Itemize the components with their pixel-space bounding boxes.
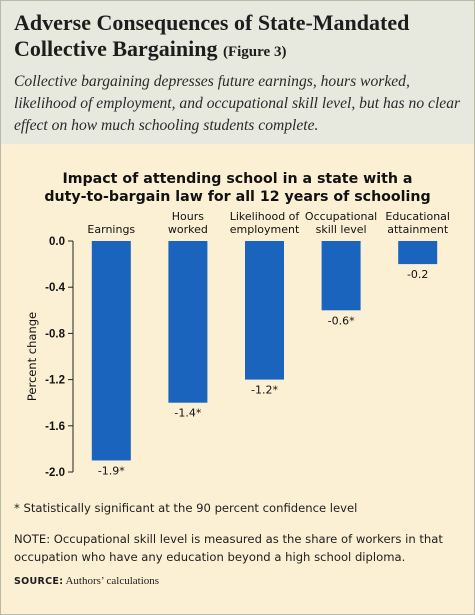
y-tick-label: -1.6 (45, 421, 65, 433)
bar (398, 241, 438, 265)
note-text: NOTE: Occupational skill level is measur… (14, 532, 443, 564)
source-label: SOURCE: (14, 576, 64, 587)
bar (91, 241, 131, 461)
category-label: Educational (385, 210, 450, 223)
bar-value-label: -0.6* (328, 314, 355, 327)
chart-title: Impact of attending school in a state wi… (1, 170, 474, 206)
bar (168, 241, 208, 403)
figure-title-line1: Adverse Consequences of State-Mandated (14, 10, 410, 35)
category-label: Likelihood of (230, 210, 301, 223)
y-tick-label: -0.4 (45, 282, 65, 294)
category-label: Hours (172, 210, 204, 223)
source-line: SOURCE: Authors’ calculations (14, 575, 159, 587)
chart-title-line1: Impact of attending school in a state wi… (62, 171, 413, 187)
y-tick-label: -0.8 (45, 328, 65, 340)
y-tick-label: 0.0 (49, 236, 65, 248)
category-label: Earnings (87, 223, 135, 236)
figure-header: Adverse Consequences of State-Mandated C… (1, 1, 474, 144)
bar (321, 241, 361, 311)
figure-title-line2: Collective Bargaining (14, 36, 218, 61)
figure-number: (Figure 3) (222, 44, 287, 60)
category-label: Occupational (305, 210, 377, 223)
y-tick-label: -2.0 (45, 467, 65, 479)
bar (245, 241, 284, 380)
bar-value-label: -1.9* (98, 464, 125, 477)
chart-title-line2: duty-to-bargain law for all 12 years of … (44, 189, 431, 205)
figure-intro: Collective bargaining depresses future e… (14, 73, 461, 134)
figure-title: Adverse Consequences of State-Mandated C… (14, 10, 464, 65)
category-label: attainment (387, 223, 449, 236)
bar-value-label: -1.4* (174, 407, 201, 420)
category-label: skill level (316, 223, 367, 236)
category-label: worked (168, 223, 208, 236)
category-label: employment (230, 223, 300, 236)
significance-note: * Statistically significant at the 90 pe… (14, 501, 358, 515)
bar-value-label: -0.2 (407, 268, 428, 281)
y-tick-label: -1.2 (45, 375, 65, 387)
bar-value-label: -1.2* (251, 384, 278, 397)
source-text: Authors’ calculations (65, 575, 160, 587)
y-axis-label: Percent change (25, 312, 39, 401)
